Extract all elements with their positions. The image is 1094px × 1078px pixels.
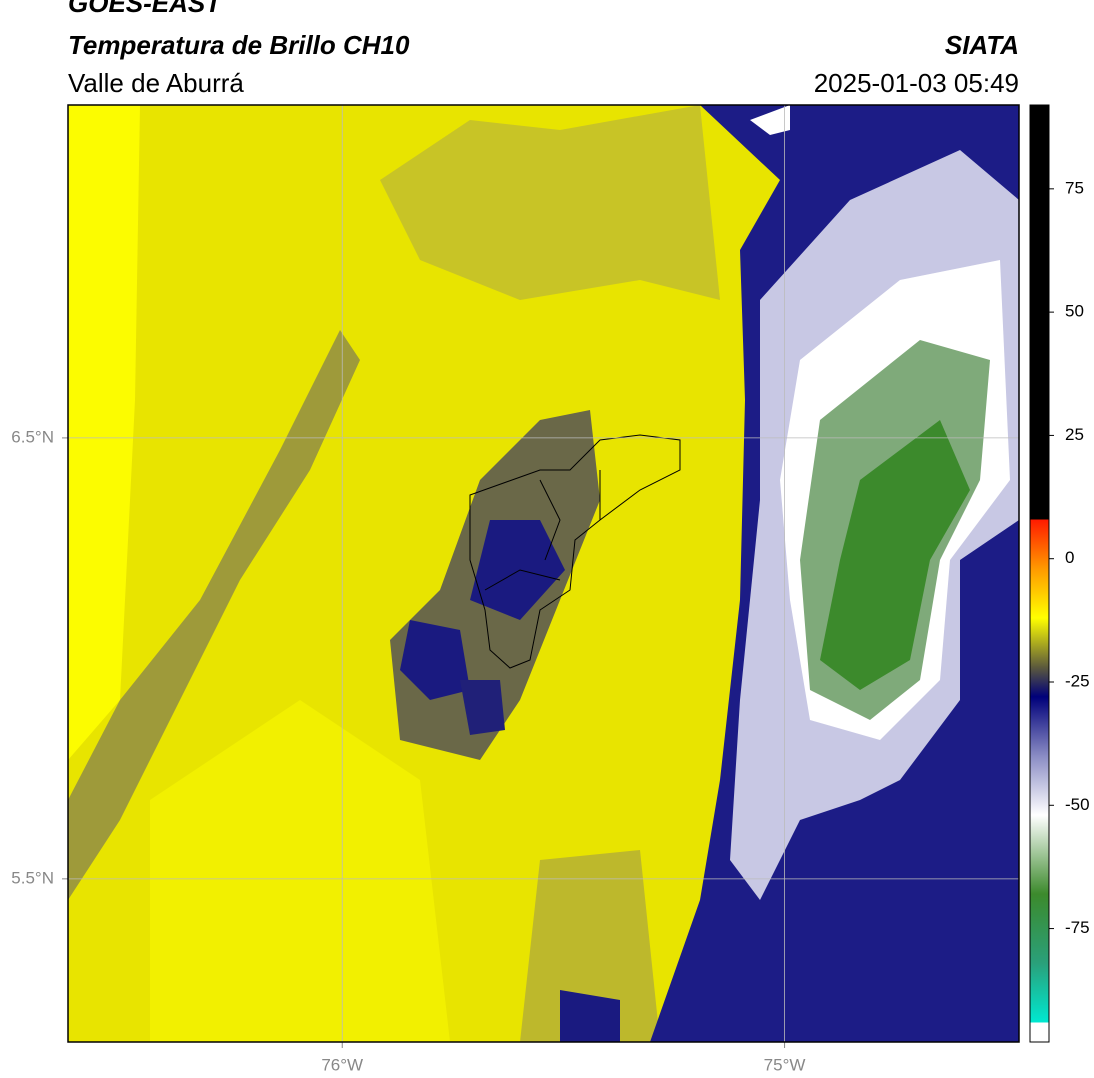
source: SIATA [945,30,1019,60]
colorbar-tick-label: -75 [1065,918,1090,937]
region: Valle de Aburrá [68,68,244,98]
colorbar-tick-label: 50 [1065,302,1084,321]
y-tick-label: 5.5°N [11,868,54,887]
axes: 76°W 75°W 6.5°N 5.5°N [11,105,1019,1074]
x-tick-label: 76°W [321,1055,363,1074]
title: GOES-EAST [68,0,223,18]
colorbar [1030,105,1049,1042]
subtitle: Temperatura de Brillo CH10 [68,30,410,60]
datetime: 2025-01-03 05:49 [814,68,1019,98]
colorbar-frame [1029,104,1050,1043]
y-tick-label: 6.5°N [11,427,54,446]
map-frame [67,104,1020,1043]
colorbar-tick-label: -50 [1065,795,1090,814]
colorbar-tick-label: 0 [1065,548,1074,567]
map-image [68,105,1019,1042]
colorbar-tick-label: -25 [1065,671,1090,690]
colorbar-tick-label: 25 [1065,425,1084,444]
colorbar-tick-label: 75 [1065,178,1084,197]
x-tick-label: 75°W [764,1055,806,1074]
